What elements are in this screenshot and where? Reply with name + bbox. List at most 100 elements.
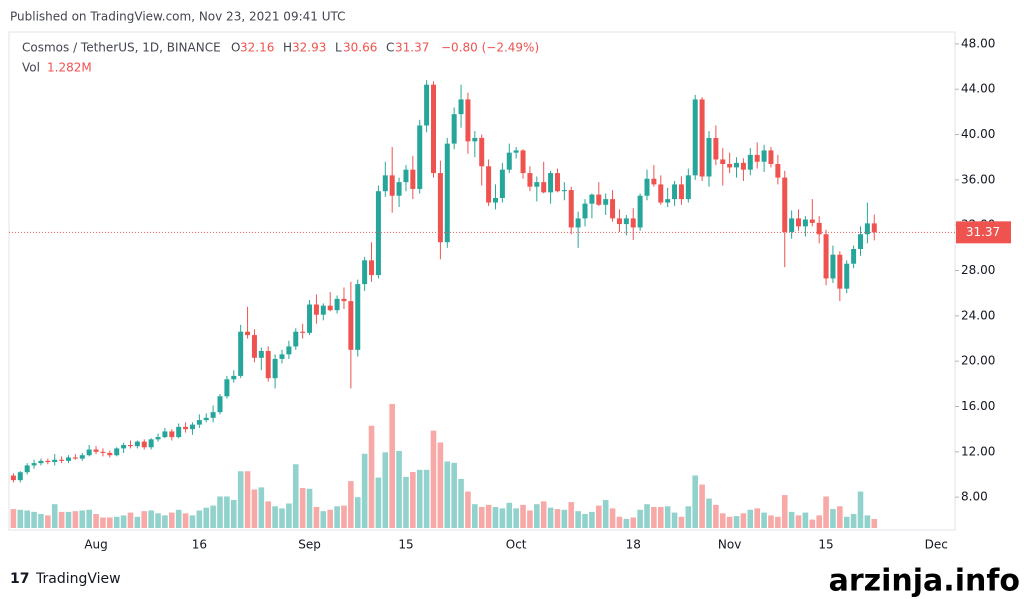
volume-bar [100, 517, 106, 528]
candle-body [396, 182, 402, 196]
candle-body [596, 194, 602, 205]
candle-body [851, 248, 857, 264]
candle-body [307, 304, 313, 333]
candle-body [651, 178, 657, 185]
volume-bar [120, 515, 127, 528]
candle-body [320, 305, 326, 315]
high-label: H [283, 41, 292, 55]
volume-bar [520, 504, 526, 528]
volume-bar [444, 461, 451, 528]
candle-body [541, 182, 547, 193]
x-tick-label: 15 [818, 538, 833, 552]
volume-bar [478, 506, 485, 528]
candle-body [782, 177, 788, 232]
change-value: −0.80 (−2.49%) [441, 41, 539, 55]
candle-body [589, 194, 595, 204]
volume-bar [630, 517, 637, 528]
candle-body [183, 426, 189, 430]
volume-bar [65, 511, 72, 528]
candle-body [740, 162, 746, 170]
y-tick-label: 20.00 [961, 354, 995, 368]
volume-bar [306, 488, 313, 528]
volume-bar [403, 476, 409, 528]
volume-bar [272, 506, 278, 528]
volume-bar [568, 502, 575, 528]
volume-bar [162, 515, 168, 528]
candle-body [272, 358, 278, 379]
candle-body [561, 190, 567, 192]
volume-bar [582, 513, 588, 528]
candle-body [334, 298, 340, 311]
candle-body [224, 379, 230, 397]
volume-bar [334, 506, 340, 528]
candle-body [245, 331, 251, 336]
candle-body [251, 335, 257, 358]
candle-body [155, 437, 161, 440]
candle-body [871, 223, 877, 233]
volume-bar [747, 509, 754, 528]
candle-body [424, 84, 430, 126]
volume-bar [169, 512, 175, 528]
volume-bar [354, 497, 361, 528]
candle-body [403, 169, 409, 183]
candle-body [479, 137, 485, 167]
candle-body [17, 472, 23, 481]
volume-bar [713, 504, 719, 528]
volume-bar [733, 516, 740, 528]
volume-bar [224, 496, 230, 528]
candle-body [217, 396, 223, 413]
volume-bar [382, 452, 389, 528]
candle-body [86, 449, 92, 456]
volume-bar [279, 508, 285, 528]
candle-body [727, 164, 733, 168]
candle-body [127, 445, 133, 447]
volume-bar [540, 501, 547, 528]
volume-bar [719, 513, 726, 528]
candle-body [382, 175, 388, 192]
candle-body [148, 439, 154, 448]
volume-bar [24, 510, 30, 528]
volume-bar [534, 504, 540, 528]
volume-bar [58, 511, 65, 528]
candle-body [858, 234, 864, 249]
volume-bar [389, 404, 395, 528]
candle-body [451, 114, 457, 144]
volume-bar [671, 512, 678, 528]
x-tick-label: Oct [506, 538, 527, 552]
candle-body [265, 350, 271, 379]
candle-body [210, 412, 216, 418]
candle-body [830, 254, 836, 279]
volume-bar [38, 513, 44, 528]
candle-body [823, 234, 829, 279]
volume-bar [134, 516, 141, 528]
volume-bar [775, 516, 781, 528]
volume-bar [93, 513, 99, 528]
candle-body [864, 223, 870, 235]
volume-bar [451, 462, 457, 528]
volume-bar [458, 478, 464, 528]
volume-bar [795, 515, 802, 528]
candle-body [520, 150, 526, 174]
volume-bar [10, 509, 17, 528]
volume-bar [547, 507, 554, 528]
candle-body [816, 222, 822, 235]
candle-body [665, 199, 671, 203]
candle-body [114, 448, 120, 456]
candle-body [417, 125, 423, 189]
volume-bar [754, 508, 760, 528]
open-label: O [231, 41, 240, 55]
volume-bar [706, 498, 712, 528]
volume-bar [210, 505, 216, 528]
candle-body [692, 99, 698, 176]
volume-bar [196, 510, 203, 528]
volume-bar [781, 495, 788, 528]
candle-body [300, 331, 306, 333]
candle-body [582, 203, 588, 219]
volume-bar [816, 515, 822, 528]
candle-body [610, 199, 616, 219]
candle-body [362, 260, 368, 285]
volume-bar [175, 509, 182, 528]
candle-body [279, 354, 285, 359]
volume-bar [857, 491, 864, 528]
